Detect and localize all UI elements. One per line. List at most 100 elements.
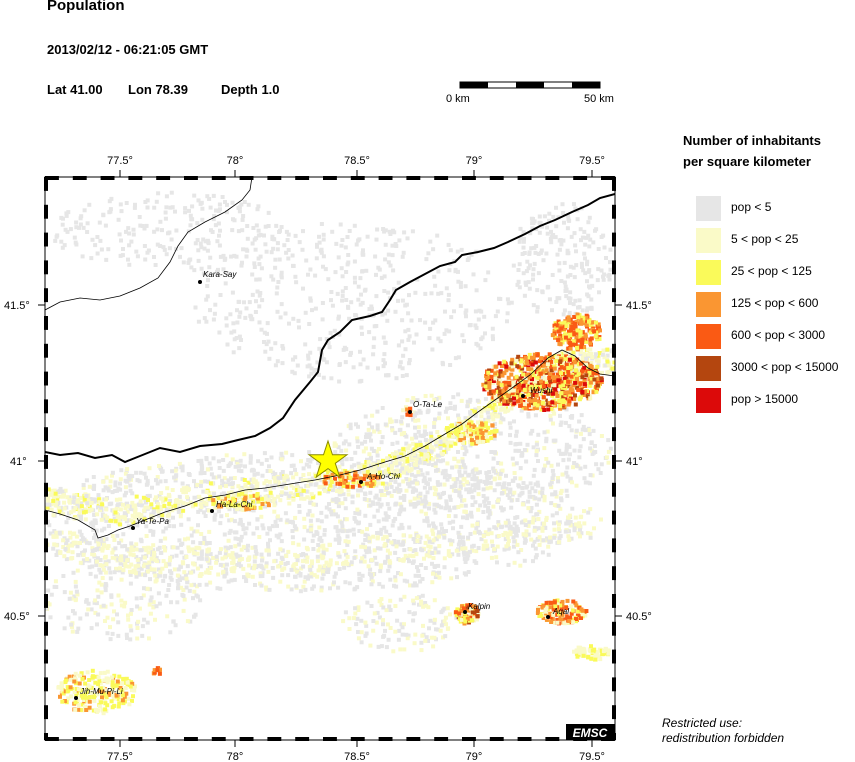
population-cell xyxy=(270,234,275,239)
population-cell xyxy=(391,475,396,480)
population-cell xyxy=(500,524,504,529)
event-depth: Depth 1.0 xyxy=(221,82,280,97)
population-cell xyxy=(157,601,162,606)
population-cell xyxy=(343,497,348,502)
population-cell xyxy=(135,478,140,483)
population-cell xyxy=(130,500,135,505)
population-cell xyxy=(113,519,118,524)
population-cell xyxy=(181,260,186,265)
population-cell xyxy=(548,417,553,422)
population-cell xyxy=(143,505,148,510)
population-cell xyxy=(546,391,551,396)
population-cell xyxy=(223,551,228,556)
population-cell xyxy=(268,469,273,473)
population-cell xyxy=(142,586,146,591)
population-cell xyxy=(436,492,441,497)
population-cell xyxy=(193,612,198,617)
population-cell xyxy=(493,450,497,455)
population-cell xyxy=(145,198,150,203)
population-cell xyxy=(404,467,409,472)
population-cell xyxy=(230,560,235,565)
population-cell xyxy=(255,471,260,476)
population-cell xyxy=(79,214,84,219)
population-cell xyxy=(196,523,200,528)
population-cell xyxy=(46,487,51,492)
population-cell xyxy=(131,570,136,575)
population-cell xyxy=(444,473,449,478)
population-cell xyxy=(252,566,256,571)
population-cell xyxy=(556,364,561,369)
population-cell xyxy=(517,262,522,267)
population-cell xyxy=(370,425,374,430)
population-cell xyxy=(343,360,348,365)
population-cell xyxy=(191,596,195,601)
population-cell xyxy=(51,496,56,501)
population-cell xyxy=(147,636,151,641)
population-cell xyxy=(564,521,569,526)
population-cell xyxy=(484,381,489,386)
population-cell xyxy=(368,490,373,495)
population-cell xyxy=(407,455,412,460)
population-cell xyxy=(586,220,591,225)
population-cell xyxy=(252,563,257,568)
population-cell xyxy=(121,554,126,559)
population-cell xyxy=(146,545,151,550)
population-cell xyxy=(334,241,339,246)
population-cell xyxy=(483,278,488,283)
population-cell xyxy=(238,564,243,569)
population-cell xyxy=(213,302,218,307)
population-cell xyxy=(228,545,233,550)
population-cell xyxy=(582,521,587,526)
population-cell xyxy=(57,509,62,514)
population-cell xyxy=(416,425,421,430)
population-cell xyxy=(447,494,452,499)
population-cell xyxy=(143,562,147,567)
population-cell xyxy=(388,263,393,268)
population-cell xyxy=(406,481,410,486)
population-cell xyxy=(143,573,148,578)
population-cell xyxy=(517,448,522,453)
population-cell xyxy=(308,482,313,487)
population-cell xyxy=(389,478,394,483)
population-cell xyxy=(257,320,262,325)
population-cell xyxy=(93,521,98,525)
population-cell xyxy=(234,459,239,464)
population-cell xyxy=(214,560,219,565)
population-cell xyxy=(602,245,607,250)
population-cell xyxy=(154,604,159,609)
population-cell xyxy=(160,513,165,518)
population-cell xyxy=(191,551,196,556)
population-cell xyxy=(103,588,108,593)
population-cell xyxy=(542,498,547,503)
population-cell xyxy=(260,473,265,478)
population-cell xyxy=(298,589,303,594)
population-cell xyxy=(470,503,475,507)
population-cell xyxy=(365,457,369,462)
population-cell xyxy=(191,561,195,566)
population-cell xyxy=(118,566,122,571)
population-cell xyxy=(444,286,449,291)
population-cell xyxy=(310,513,315,518)
population-cell xyxy=(291,357,295,362)
population-cell xyxy=(369,306,374,311)
population-cell xyxy=(190,204,195,209)
population-cell xyxy=(178,578,182,582)
population-cell xyxy=(600,370,604,375)
population-cell xyxy=(179,465,184,470)
population-cell xyxy=(432,598,437,603)
population-cell xyxy=(193,502,198,507)
population-cell xyxy=(244,306,249,311)
population-cell xyxy=(235,308,239,313)
population-cell xyxy=(73,584,78,589)
population-cell xyxy=(557,247,562,252)
population-cell xyxy=(320,569,325,574)
population-cell xyxy=(187,588,192,593)
population-cell xyxy=(184,585,189,590)
population-cell xyxy=(450,465,455,470)
population-cell xyxy=(461,463,466,468)
population-cell xyxy=(590,283,595,288)
population-cell xyxy=(149,595,154,600)
population-cell xyxy=(226,579,231,584)
population-cell xyxy=(133,564,138,569)
population-cell xyxy=(366,498,371,503)
